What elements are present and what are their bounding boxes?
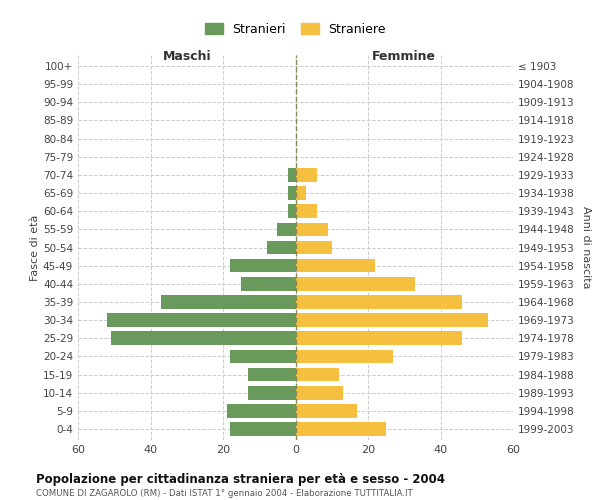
- Bar: [288, 168, 296, 181]
- Bar: [230, 422, 296, 436]
- Bar: [296, 368, 339, 382]
- Legend: Stranieri, Straniere: Stranieri, Straniere: [201, 19, 390, 40]
- Bar: [288, 186, 296, 200]
- Bar: [296, 332, 462, 345]
- Bar: [241, 277, 296, 290]
- Text: Maschi: Maschi: [163, 50, 211, 64]
- Bar: [230, 350, 296, 364]
- Bar: [248, 386, 296, 400]
- Bar: [107, 314, 296, 327]
- Bar: [296, 240, 332, 254]
- Bar: [296, 422, 386, 436]
- Bar: [161, 295, 296, 309]
- Bar: [230, 259, 296, 272]
- Bar: [296, 386, 343, 400]
- Bar: [277, 222, 296, 236]
- Text: Femmine: Femmine: [372, 50, 436, 64]
- Bar: [296, 295, 462, 309]
- Bar: [296, 259, 375, 272]
- Y-axis label: Fasce di età: Fasce di età: [30, 214, 40, 280]
- Bar: [227, 404, 296, 418]
- Bar: [296, 314, 488, 327]
- Text: Popolazione per cittadinanza straniera per età e sesso - 2004: Popolazione per cittadinanza straniera p…: [36, 472, 445, 486]
- Y-axis label: Anni di nascita: Anni di nascita: [581, 206, 591, 289]
- Bar: [288, 204, 296, 218]
- Bar: [110, 332, 296, 345]
- Bar: [296, 350, 394, 364]
- Bar: [296, 186, 307, 200]
- Text: COMUNE DI ZAGAROLO (RM) - Dati ISTAT 1° gennaio 2004 - Elaborazione TUTTITALIA.I: COMUNE DI ZAGAROLO (RM) - Dati ISTAT 1° …: [36, 489, 413, 498]
- Bar: [296, 404, 357, 418]
- Bar: [296, 168, 317, 181]
- Bar: [296, 204, 317, 218]
- Bar: [266, 240, 296, 254]
- Bar: [296, 222, 328, 236]
- Bar: [296, 277, 415, 290]
- Bar: [248, 368, 296, 382]
